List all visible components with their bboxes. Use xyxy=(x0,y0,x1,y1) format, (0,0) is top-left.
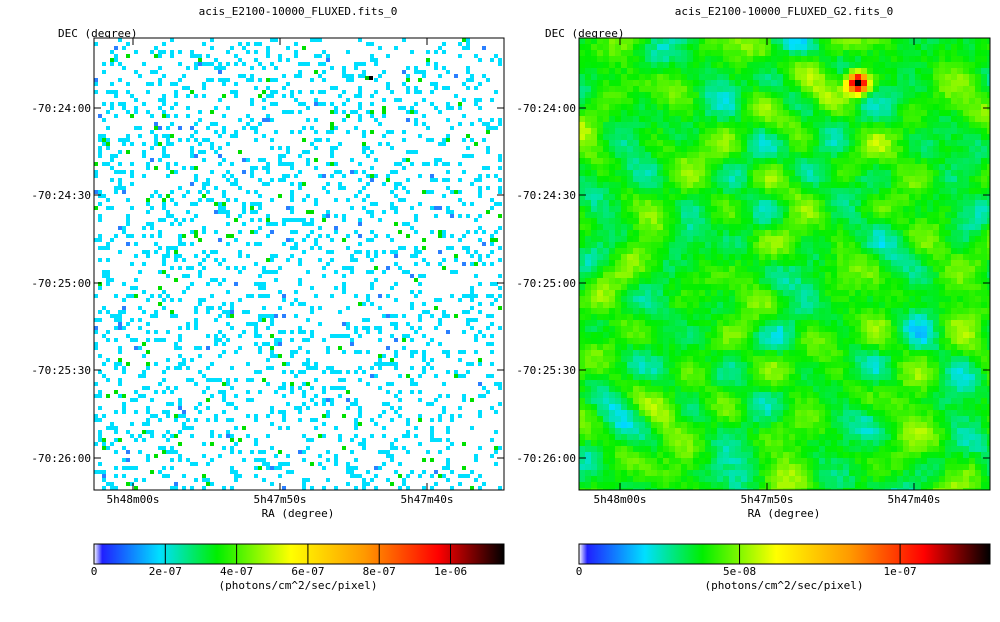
colorbar-tick-label: 2e-07 xyxy=(149,565,182,578)
colorbar-tick-label: 8e-07 xyxy=(363,565,396,578)
x-tick-label: 5h47m50s xyxy=(254,493,307,506)
panel-2-image xyxy=(579,38,990,490)
x-tick-label: 5h48m00s xyxy=(107,493,160,506)
colorbar-tick-label: 5e-08 xyxy=(723,565,756,578)
y-tick-label: -70:25:00 xyxy=(31,277,91,290)
panel-1-colorbar-label: (photons/cm^2/sec/pixel) xyxy=(219,579,378,592)
y-tick-label: -70:25:30 xyxy=(516,364,576,377)
y-tick-label: -70:25:30 xyxy=(31,364,91,377)
panel-1-title: acis_E2100-10000_FLUXED.fits_0 xyxy=(199,5,398,18)
y-tick-label: -70:26:00 xyxy=(31,452,91,465)
panel-1-xlabel: RA (degree) xyxy=(262,507,335,520)
panel-1-colorbar xyxy=(94,544,504,564)
x-tick-label: 5h47m50s xyxy=(741,493,794,506)
y-tick-label: -70:24:00 xyxy=(516,102,576,115)
x-tick-label: 5h47m40s xyxy=(888,493,941,506)
panel-2: acis_E2100-10000_FLUXED_G2.fits_0 DEC (d… xyxy=(516,5,990,592)
panel-1: acis_E2100-10000_FLUXED.fits_0 DEC (degr… xyxy=(31,5,504,592)
y-tick-label: -70:24:30 xyxy=(516,189,576,202)
colorbar-tick-label: 0 xyxy=(91,565,98,578)
panel-2-colorbar xyxy=(579,544,990,564)
panel-2-title: acis_E2100-10000_FLUXED_G2.fits_0 xyxy=(675,5,894,18)
y-tick-label: -70:26:00 xyxy=(516,452,576,465)
y-tick-label: -70:24:30 xyxy=(31,189,91,202)
colorbar-tick-label: 0 xyxy=(576,565,583,578)
y-tick-label: -70:24:00 xyxy=(31,102,91,115)
x-tick-label: 5h48m00s xyxy=(594,493,647,506)
y-tick-label: -70:25:00 xyxy=(516,277,576,290)
x-tick-label: 5h47m40s xyxy=(401,493,454,506)
colorbar-tick-label: 1e-07 xyxy=(884,565,917,578)
panel-1-image xyxy=(94,38,504,490)
colorbar-tick-label: 6e-07 xyxy=(291,565,324,578)
colorbar-tick-label: 1e-06 xyxy=(434,565,467,578)
panel-2-colorbar-label: (photons/cm^2/sec/pixel) xyxy=(705,579,864,592)
panel-2-xlabel: RA (degree) xyxy=(748,507,821,520)
colorbar-tick-label: 4e-07 xyxy=(220,565,253,578)
